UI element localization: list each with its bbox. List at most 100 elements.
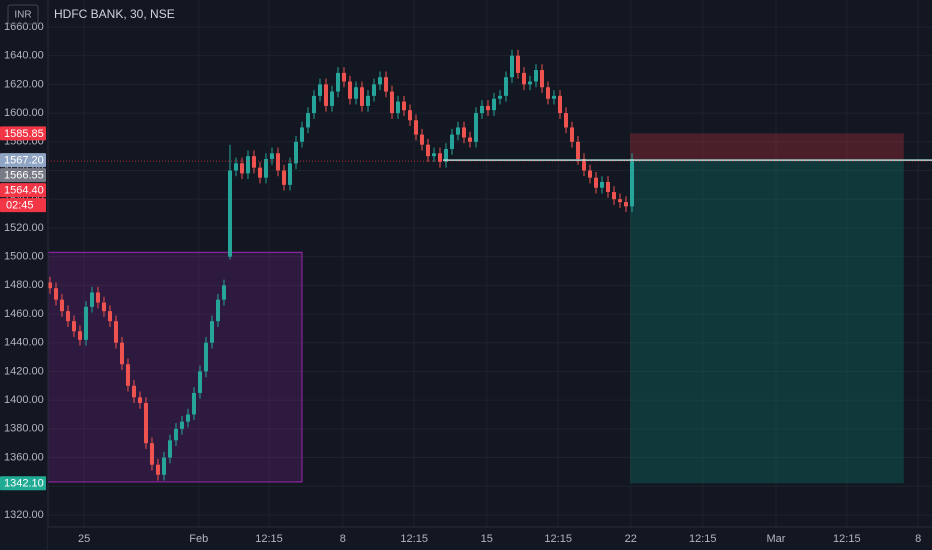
price-badge-label: 1564.40 [4,185,44,197]
candle-body [557,95,562,114]
y-tick-label: 1600.00 [4,107,44,119]
candle-body [449,134,454,149]
price-badge [0,153,46,168]
price-badge [0,183,46,198]
y-tick-label: 1320.00 [4,509,44,521]
candle-body [521,72,526,85]
candle-body [209,321,214,343]
candle-body [269,153,274,160]
y-tick-label: 1420.00 [4,365,44,377]
candle-body [431,153,436,157]
candle-body [581,159,586,171]
candle-body [509,55,514,78]
x-tick-label: 12:15 [689,533,717,545]
candle-body [47,282,52,289]
candle-body [83,306,88,340]
x-tick-label: 12:15 [255,533,283,545]
candle-body [353,87,358,99]
x-tick-label: Mar [767,533,786,545]
candle-body [107,311,112,322]
chart-title: HDFC BANK, 30, NSE [54,7,175,21]
candle-body [569,127,574,142]
candle-body [587,170,592,178]
candle-body [329,91,334,106]
target-zone [630,160,904,484]
candle-body [197,371,202,393]
currency-box [7,4,39,25]
candle-body [173,428,178,441]
candle-body [59,299,64,312]
candle-body [473,113,478,142]
candle-body [359,87,364,106]
rectangle-drawing [47,251,303,483]
candle-body [203,342,208,372]
price-badge-label: 1585.85 [4,128,44,140]
candle-body [593,177,598,188]
x-tick-label: 12:15 [544,533,572,545]
candle-body [347,81,352,99]
candle-body [293,141,298,164]
candle-body [317,84,322,96]
y-tick-label: 1480.00 [4,279,44,291]
candle-body [539,70,544,88]
candle-body [125,364,130,386]
candle-body [545,87,550,99]
candle-body [119,342,124,365]
candle-body [191,392,196,415]
candle-body [53,288,58,300]
candle-body [599,181,604,188]
y-tick-label: 1440.00 [4,337,44,349]
candle-body [185,414,190,422]
price-badge-label: 1566.55 [4,170,44,182]
x-tick-label: 12:15 [833,533,861,545]
candle-body [113,321,118,343]
x-tick-label: 15 [481,533,493,545]
candle-body [377,77,382,85]
x-tick-label: 12:15 [400,533,428,545]
candle-body [629,159,634,207]
candle-body [371,84,376,96]
candle-body [263,159,268,178]
candle-body [383,77,388,92]
candle-body [515,55,520,73]
candle-body [623,202,628,207]
y-tick-label: 1360.00 [4,451,44,463]
candle-body [419,134,424,145]
y-tick-label: 1380.00 [4,423,44,435]
candle-body [161,457,166,475]
candle-body [479,105,484,114]
candle-body [299,127,304,142]
price-axis [0,0,48,550]
stop-zone [630,133,904,161]
candle-body [77,331,82,340]
candle-body [407,110,412,121]
candle-body [275,153,280,171]
candle-body [311,95,316,114]
candle-body [413,120,418,135]
y-tick-label: 1500.00 [4,251,44,263]
candle-body [563,113,568,128]
y-tick-label: 1460.00 [4,308,44,320]
candle-body [461,127,466,138]
candle-body [251,156,256,168]
y-tick-label: 1520.00 [4,222,44,234]
price-badge-label: 1342.10 [4,478,44,490]
candle-body [89,292,94,307]
candle-body [551,95,556,99]
candle-body [137,397,142,403]
x-tick-label: Feb [189,533,208,545]
candle-body [401,101,406,111]
candle-body [257,167,262,178]
candle-body [143,403,148,444]
currency: INR [14,10,31,21]
candle-body [389,91,394,114]
candle-body [101,302,106,312]
candle-body [575,141,580,160]
candle-body [455,127,460,135]
candle-body [227,170,232,257]
candle-body [491,98,496,111]
time-axis [48,527,932,550]
candle-body [617,199,622,203]
